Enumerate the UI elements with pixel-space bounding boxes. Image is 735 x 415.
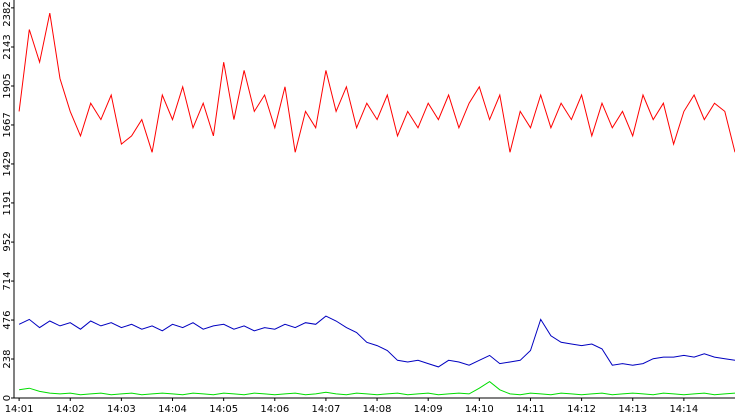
y-tick-label: 1905 bbox=[2, 73, 13, 98]
y-tick-label: 2143 bbox=[2, 34, 13, 59]
y-tick-label: 714 bbox=[2, 272, 13, 291]
x-tick-label: 14:09 bbox=[414, 404, 443, 415]
y-tick-label: 952 bbox=[2, 233, 13, 252]
y-tick-label: 1667 bbox=[2, 112, 13, 137]
y-tick-label: 238 bbox=[2, 349, 13, 368]
x-tick-label: 14:13 bbox=[618, 404, 647, 415]
x-tick-label: 14:08 bbox=[363, 404, 392, 415]
y-tick-label: 1429 bbox=[2, 151, 13, 176]
x-tick-label: 14:07 bbox=[312, 404, 341, 415]
y-tick-label: 0 bbox=[2, 395, 13, 401]
y-tick-label: 476 bbox=[2, 310, 13, 329]
x-tick-label: 14:11 bbox=[516, 404, 545, 415]
x-tick-label: 14:01 bbox=[5, 404, 34, 415]
series-line bbox=[18, 315, 735, 368]
series-line bbox=[19, 380, 735, 396]
series-line bbox=[18, 12, 735, 153]
x-tick-label: 14:14 bbox=[669, 404, 698, 415]
x-tick-label: 14:06 bbox=[260, 404, 289, 415]
x-tick-label: 14:12 bbox=[567, 404, 596, 415]
x-tick-label: 14:03 bbox=[107, 404, 136, 415]
y-tick-label: 1191 bbox=[2, 190, 13, 215]
x-tick-label: 14:02 bbox=[56, 404, 85, 415]
y-tick-label: 2382 bbox=[2, 1, 13, 26]
x-tick-label: 14:04 bbox=[158, 404, 187, 415]
x-tick-label: 14:05 bbox=[209, 404, 238, 415]
x-tick-label: 14:10 bbox=[465, 404, 494, 415]
